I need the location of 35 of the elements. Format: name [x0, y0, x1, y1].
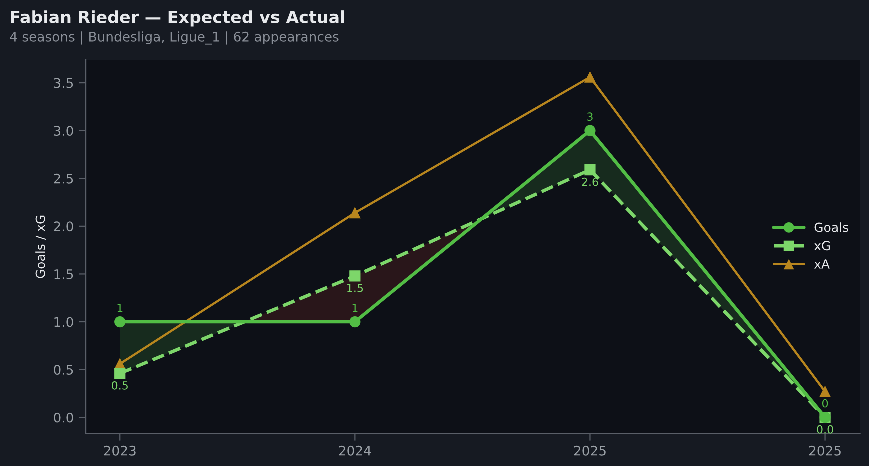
data-label: 2.6: [582, 178, 598, 186]
data-label: 1: [118, 304, 123, 312]
legend-label: xG: [814, 241, 830, 251]
point: [350, 316, 361, 328]
point: [350, 270, 361, 282]
x-tick-label: 2024: [339, 446, 372, 456]
chart-subtitle: 4 seasons | Bundesliga, Ligue_1 | 62 appearances: [10, 32, 339, 45]
data-label: 0.0: [817, 425, 834, 434]
point: [584, 125, 596, 136]
y-tick-label: 1.5: [54, 270, 74, 280]
chart-title: Fabian Rieder — Expected vs Actual: [11, 10, 344, 27]
y-axis-title: Goals / xG: [36, 216, 46, 278]
point: [114, 316, 126, 328]
y-tick-label: 0.5: [54, 365, 74, 376]
point: [350, 207, 361, 219]
point: [584, 72, 596, 83]
data-label: 1: [352, 304, 358, 312]
y-tick-label: 3.0: [54, 126, 74, 136]
legend-label: Goals: [814, 222, 848, 232]
point: [820, 386, 831, 398]
data-label: 1.5: [348, 284, 364, 292]
x-tick-label: 2023: [104, 446, 136, 456]
data-label: 0.5: [112, 381, 128, 390]
y-tick-label: 1.0: [54, 317, 74, 328]
x-tick-label: 2025: [809, 446, 841, 456]
y-tick-label: 2.0: [54, 222, 74, 232]
legend-label: xA: [814, 260, 830, 269]
point: [114, 368, 126, 380]
y-tick-label: 3.5: [54, 78, 74, 88]
data-label: 0: [822, 399, 828, 408]
data-label: 3: [588, 112, 593, 122]
point: [584, 164, 596, 176]
x-tick-label: 2025: [574, 446, 606, 456]
y-tick-label: 0.0: [54, 412, 74, 423]
y-tick-label: 2.5: [54, 174, 74, 184]
